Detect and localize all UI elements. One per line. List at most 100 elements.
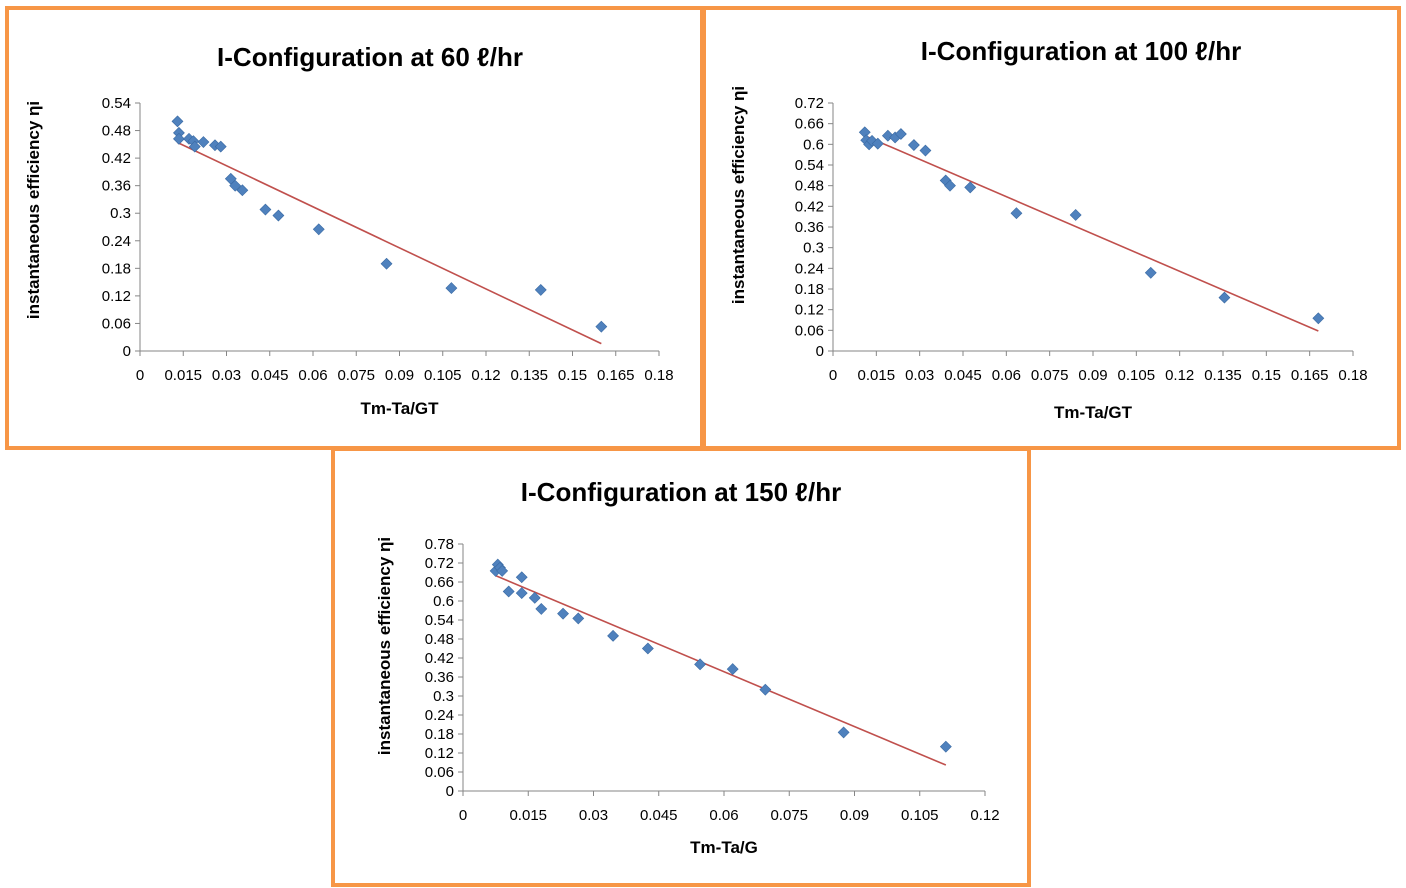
- y-tick-label: 0.3: [803, 240, 824, 257]
- y-axis-label: instantaneous efficiency ηi: [375, 537, 394, 755]
- x-tick-label: 0.03: [905, 367, 934, 384]
- data-point: [939, 740, 952, 753]
- data-point: [229, 179, 242, 192]
- y-tick-label: 0.36: [795, 219, 824, 236]
- chart-panel-60: I-Configuration at 60 ℓ/hr 0 0.06 0.12 0.18 0…: [5, 6, 704, 450]
- y-tick-label: 0.42: [425, 650, 454, 667]
- data-point: [188, 140, 201, 153]
- data-point: [496, 564, 509, 577]
- y-tick-label: 0.66: [425, 574, 454, 591]
- y-tick-label: 0.12: [795, 302, 824, 319]
- data-point: [272, 209, 285, 222]
- data-point: [259, 203, 272, 216]
- y-tick-label: 0.18: [425, 726, 454, 743]
- y-tick-label: 0: [816, 343, 824, 360]
- y-tick-label: 0.18: [795, 281, 824, 298]
- y-axis-label: instantaneous efficiency ηi: [24, 101, 43, 319]
- x-tick-label: 0.18: [1338, 367, 1367, 384]
- data-point: [607, 629, 619, 642]
- chart-panel-100: I-Configuration at 100 ℓ/hr 0 0.06 0.12 0.18…: [702, 6, 1401, 450]
- x-tick-label: 0.03: [212, 367, 241, 384]
- x-tick-label: 0.105: [901, 807, 939, 824]
- data-point: [535, 602, 548, 615]
- y-tick-label: 0.06: [102, 315, 131, 332]
- x-tick-label: 0.045: [640, 807, 678, 824]
- y-tick-label: 0: [123, 343, 131, 360]
- data-point: [312, 223, 325, 236]
- x-axis-label: Tm-Ta/GT: [360, 399, 439, 418]
- data-point: [881, 129, 894, 142]
- x-tick-label: 0.15: [1252, 367, 1281, 384]
- data-point: [871, 137, 884, 150]
- data-point: [445, 282, 458, 295]
- chart-title: I-Configuration at 100 ℓ/hr: [921, 36, 1241, 66]
- data-point: [572, 612, 585, 625]
- data-point: [837, 726, 850, 739]
- data-point: [528, 591, 541, 604]
- data-point: [534, 283, 547, 296]
- y-tick-label: 0.6: [433, 593, 454, 610]
- y-axis-label: instantaneous efficiency ηi: [729, 86, 748, 304]
- x-tick-label: 0.165: [1291, 367, 1329, 384]
- x-tick-label: 0.06: [709, 807, 738, 824]
- x-tick-label: 0: [829, 367, 837, 384]
- x-tick-label: 0.045: [251, 367, 289, 384]
- x-tick-label: 0.15: [558, 367, 587, 384]
- data-point: [171, 115, 184, 128]
- data-point: [557, 607, 569, 620]
- y-tick-label: 0.42: [102, 150, 131, 167]
- x-tick-label: 0.015: [858, 367, 896, 384]
- x-tick-label: 0.015: [164, 367, 202, 384]
- x-tick-label: 0.135: [510, 367, 548, 384]
- data-point: [173, 132, 185, 145]
- y-tick-label: 0.24: [795, 260, 824, 277]
- y-tick-label: 0.24: [102, 233, 131, 250]
- x-tick-label: 0: [459, 807, 467, 824]
- data-point: [726, 663, 739, 676]
- x-tick-label: 0.18: [644, 367, 673, 384]
- data-point: [944, 179, 956, 192]
- chart-title: I-Configuration at 150 ℓ/hr: [521, 477, 841, 507]
- data-point: [214, 140, 227, 153]
- y-tick-label: 0.3: [110, 205, 131, 222]
- data-point: [894, 128, 907, 140]
- data-point: [759, 683, 772, 696]
- y-tick-label: 0.54: [795, 157, 824, 174]
- trendline: [864, 134, 1319, 332]
- x-tick-label: 0.105: [1118, 367, 1156, 384]
- y-tick-label: 0.12: [425, 745, 454, 762]
- data-point: [380, 257, 393, 270]
- chart-title: I-Configuration at 60 ℓ/hr: [217, 42, 523, 72]
- data-point: [502, 585, 515, 598]
- x-tick-label: 0.06: [298, 367, 327, 384]
- x-tick-label: 0.09: [840, 807, 869, 824]
- data-point: [1312, 312, 1325, 325]
- x-tick-label: 0.075: [337, 367, 375, 384]
- x-tick-label: 0.09: [1078, 367, 1107, 384]
- x-tick-label: 0.105: [424, 367, 462, 384]
- data-point: [1069, 209, 1082, 221]
- chart-150: I-Configuration at 150 ℓ/hr 0 0.06 0.12 0.18…: [375, 477, 1000, 857]
- data-point: [641, 642, 654, 655]
- y-tick-label: 0.06: [795, 322, 824, 339]
- data-point: [1218, 291, 1231, 304]
- x-tick-label: 0.075: [1031, 367, 1069, 384]
- data-point: [1010, 207, 1023, 220]
- y-tick-label: 0.54: [425, 612, 454, 629]
- x-tick-label: 0: [136, 367, 144, 384]
- data-point: [236, 184, 249, 197]
- x-tick-label: 0.12: [1165, 367, 1194, 384]
- y-tick-label: 0.36: [102, 178, 131, 195]
- x-tick-label: 0.03: [579, 807, 608, 824]
- chart-100: I-Configuration at 100 ℓ/hr 0 0.06 0.12 0.18…: [729, 36, 1368, 422]
- trendline: [177, 141, 602, 345]
- data-point: [1144, 266, 1157, 279]
- y-tick-label: 0.42: [795, 198, 824, 215]
- y-tick-label: 0.06: [425, 764, 454, 781]
- x-tick-label: 0.12: [471, 367, 500, 384]
- y-tick-label: 0.72: [425, 555, 454, 572]
- x-tick-label: 0.06: [992, 367, 1021, 384]
- x-tick-label: 0.045: [944, 367, 982, 384]
- x-tick-label: 0.12: [970, 807, 999, 824]
- y-tick-label: 0.48: [425, 631, 454, 648]
